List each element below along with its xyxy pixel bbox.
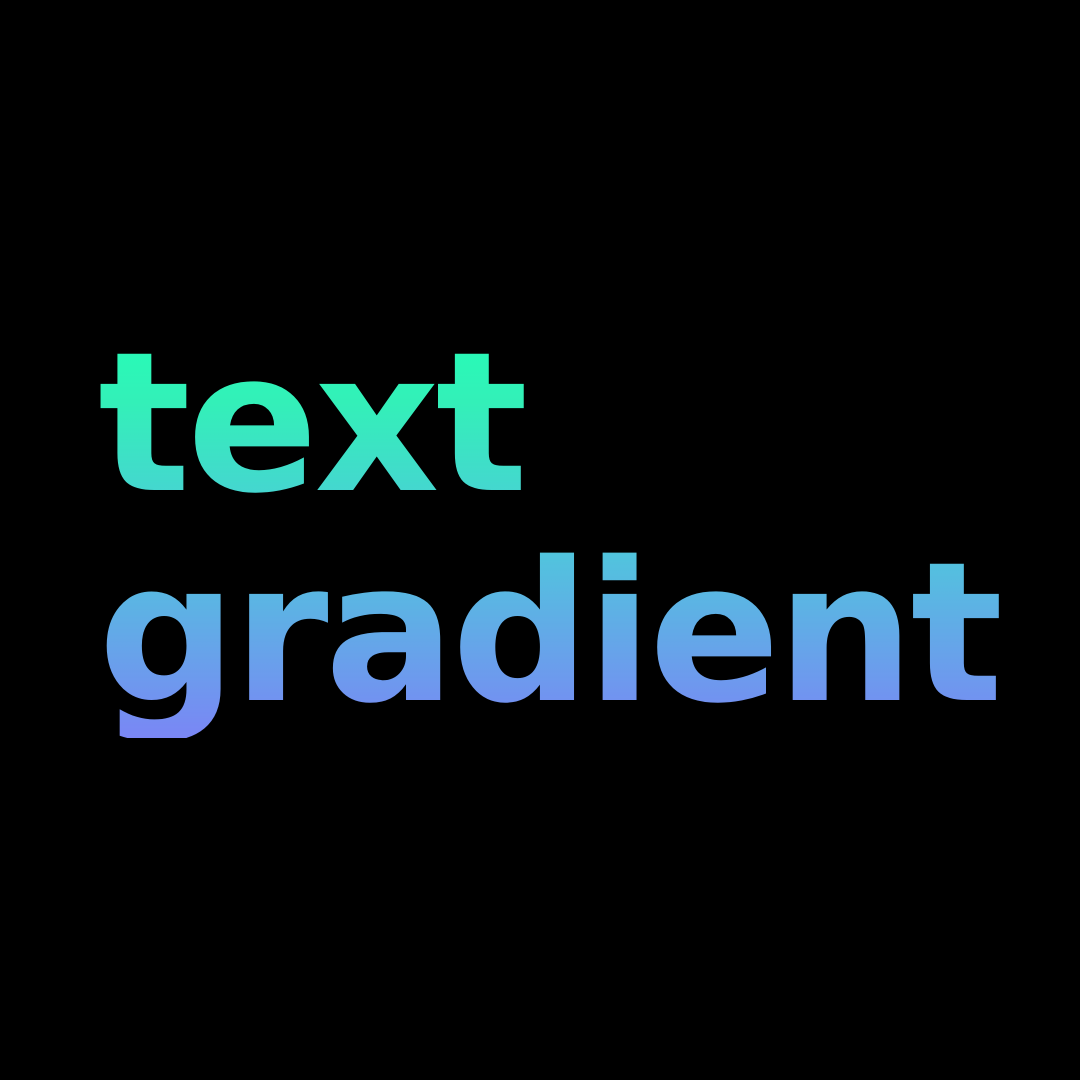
gradient-headline: text gradient [98,318,999,738]
headline-line-gradient: gradient [98,520,1000,746]
headline-line-text: text [98,310,525,536]
